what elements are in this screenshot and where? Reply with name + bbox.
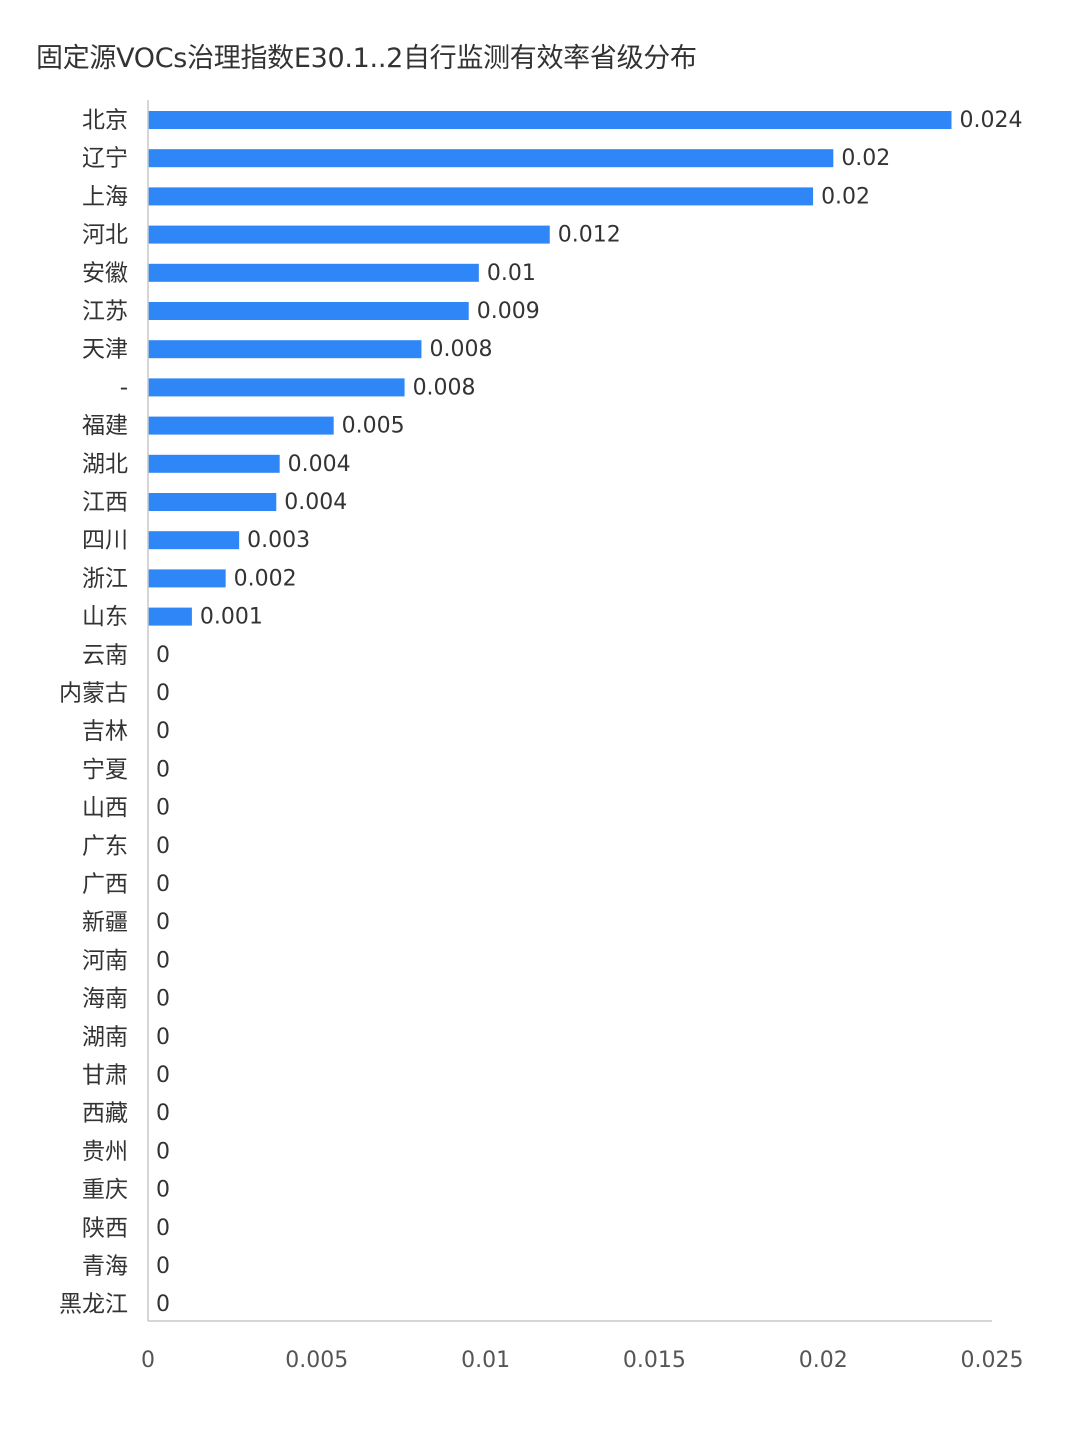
category-label: 广西 xyxy=(82,872,128,898)
data-label: 0 xyxy=(156,872,170,897)
bars-layer: 北京 0.024 辽宁 0.02 上海 0.02 河北 0.012 安徽 0.01 江苏 0.009 天… xyxy=(59,108,1022,1318)
data-label: 0.02 xyxy=(821,184,870,209)
category-label: 福建 xyxy=(82,413,128,439)
category-label: 湖北 xyxy=(82,451,128,477)
data-label: 0.012 xyxy=(558,223,621,248)
category-label: 云南 xyxy=(82,642,128,668)
data-label: 0 xyxy=(156,719,170,744)
category-label: 宁夏 xyxy=(82,757,128,783)
category-label: 新疆 xyxy=(82,910,128,936)
bar xyxy=(148,416,334,435)
data-label: 0.024 xyxy=(959,108,1022,133)
chart-title: 固定源VOCs治理指数E30.1..2自行监测有效率省级分布 xyxy=(36,43,697,74)
data-label: 0.02 xyxy=(841,146,890,171)
x-tick-label: 0 xyxy=(141,1348,155,1373)
data-label: 0 xyxy=(156,948,170,973)
bar xyxy=(148,187,814,206)
category-label: 江西 xyxy=(82,490,128,516)
data-label: 0.008 xyxy=(413,375,476,400)
data-label: 0 xyxy=(156,1254,170,1279)
bar xyxy=(148,149,834,168)
data-label: 0 xyxy=(156,681,170,706)
data-label: 0 xyxy=(156,910,170,935)
category-label: 甘肃 xyxy=(82,1063,128,1089)
category-label: 河南 xyxy=(82,948,128,974)
category-label: 浙江 xyxy=(82,566,128,592)
bar xyxy=(148,302,469,320)
category-label: 河北 xyxy=(82,222,128,248)
category-label: 江苏 xyxy=(82,299,128,325)
bar xyxy=(148,111,952,129)
bar xyxy=(148,531,240,550)
data-label: 0 xyxy=(156,987,170,1012)
category-label: - xyxy=(120,375,128,401)
category-label: 辽宁 xyxy=(82,146,128,172)
data-label: 0.008 xyxy=(429,337,492,362)
x-tick-label: 0.01 xyxy=(461,1348,510,1373)
x-tick-label: 0.015 xyxy=(623,1348,686,1373)
bar xyxy=(148,454,280,473)
bar xyxy=(148,263,479,282)
category-label: 吉林 xyxy=(82,719,128,745)
bar xyxy=(148,378,405,397)
category-label: 上海 xyxy=(82,184,128,210)
x-tick-label: 0.02 xyxy=(799,1348,848,1373)
data-label: 0 xyxy=(156,1216,170,1241)
category-label: 广东 xyxy=(82,833,128,859)
category-label: 贵州 xyxy=(82,1139,128,1165)
category-label: 山东 xyxy=(82,604,128,630)
bar xyxy=(148,340,422,359)
category-label: 内蒙古 xyxy=(59,681,128,707)
category-label: 陕西 xyxy=(82,1215,128,1241)
data-label: 0.002 xyxy=(234,566,297,591)
data-label: 0 xyxy=(156,834,170,859)
data-label: 0 xyxy=(156,1063,170,1088)
x-tick-label: 0.025 xyxy=(961,1348,1024,1373)
bar xyxy=(148,607,192,626)
x-tick-label: 0.005 xyxy=(285,1348,348,1373)
data-label: 0.005 xyxy=(342,414,405,439)
category-label: 黑龙江 xyxy=(59,1292,128,1318)
data-label: 0.01 xyxy=(487,261,536,286)
category-label: 安徽 xyxy=(82,260,128,286)
data-label: 0 xyxy=(156,796,170,821)
data-label: 0.009 xyxy=(477,299,540,324)
data-label: 0 xyxy=(156,1139,170,1164)
data-label: 0 xyxy=(156,1178,170,1203)
data-label: 0 xyxy=(156,1101,170,1126)
category-label: 湖南 xyxy=(82,1024,128,1050)
bar xyxy=(148,493,277,511)
data-label: 0.004 xyxy=(284,490,347,515)
data-label: 0 xyxy=(156,757,170,782)
data-label: 0 xyxy=(156,1025,170,1050)
data-label: 0 xyxy=(156,643,170,668)
bar xyxy=(148,569,226,588)
category-label: 青海 xyxy=(82,1254,128,1280)
category-label: 北京 xyxy=(82,108,128,134)
axes-layer xyxy=(147,100,992,1322)
data-label: 0.004 xyxy=(288,452,351,477)
data-label: 0.003 xyxy=(247,528,310,553)
data-label: 0.001 xyxy=(200,605,263,630)
category-label: 海南 xyxy=(82,986,128,1012)
category-label: 西藏 xyxy=(82,1101,128,1127)
category-label: 天津 xyxy=(82,337,128,363)
category-label: 重庆 xyxy=(82,1177,128,1203)
bar xyxy=(148,225,550,244)
ticks-layer: 0 0.005 0.01 0.015 0.02 0.025 xyxy=(141,1348,1023,1373)
data-label: 0 xyxy=(156,1292,170,1317)
category-label: 山西 xyxy=(82,795,128,821)
category-label: 四川 xyxy=(82,528,128,554)
